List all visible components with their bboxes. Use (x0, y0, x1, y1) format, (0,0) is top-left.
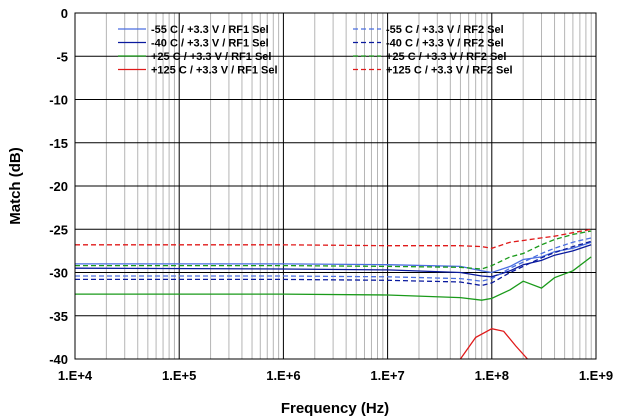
x-tick-label: 1.E+8 (475, 368, 509, 383)
legend-label: +25 C / +3.3 V / RF1 Sel (151, 51, 271, 63)
legend-label: -55 C / +3.3 V / RF2 Sel (386, 24, 504, 36)
legend-label: -55 C / +3.3 V / RF1 Sel (151, 24, 269, 36)
legend: -55 C / +3.3 V / RF1 Sel -40 C / +3.3 V /… (118, 24, 513, 77)
x-axis-title: Frequency (Hz) (281, 400, 389, 417)
x-tick-label: 1.E+9 (579, 368, 613, 383)
y-tick-labels: 0 -5 -10 -15 -20 -25 -30 -35 -40 (49, 6, 68, 367)
y-tick-label: -30 (49, 266, 68, 281)
y-tick-label: -15 (49, 136, 68, 151)
series-layer (75, 228, 592, 359)
x-tick-label: 1.E+7 (370, 368, 404, 383)
legend-label: -40 C / +3.3 V / RF2 Sel (386, 38, 504, 50)
y-axis-title: Match (dB) (7, 147, 24, 225)
legend-label: +25 C / +3.3 V / RF2 Sel (386, 51, 506, 63)
series-line-3 (75, 256, 592, 301)
plot-frame (74, 12, 597, 360)
legend-label: -40 C / +3.3 V / RF1 Sel (151, 38, 269, 50)
x-tick-labels: 1.E+4 1.E+5 1.E+6 1.E+7 1.E+8 1.E+9 (58, 368, 613, 383)
legend-label: +125 C / +3.3 V / RF1 Sel (151, 65, 278, 77)
series-line-4 (459, 328, 528, 359)
y-tick-label: -5 (56, 49, 68, 64)
y-tick-label: -20 (49, 179, 68, 194)
y-tick-label: 0 (61, 6, 68, 21)
series-line-8 (75, 228, 592, 249)
y-tick-label: -35 (49, 309, 68, 324)
grid (75, 13, 596, 359)
x-tick-label: 1.E+5 (162, 368, 196, 383)
y-tick-label: -40 (49, 352, 68, 367)
x-tick-label: 1.E+4 (58, 368, 93, 383)
series-line-5 (75, 237, 592, 282)
series-line-7 (75, 230, 592, 270)
y-tick-label: -10 (49, 93, 68, 108)
y-tick-label: -25 (49, 222, 68, 237)
x-tick-label: 1.E+6 (266, 368, 300, 383)
legend-label: +125 C / +3.3 V / RF2 Sel (386, 65, 513, 77)
series-line-6 (75, 240, 592, 287)
